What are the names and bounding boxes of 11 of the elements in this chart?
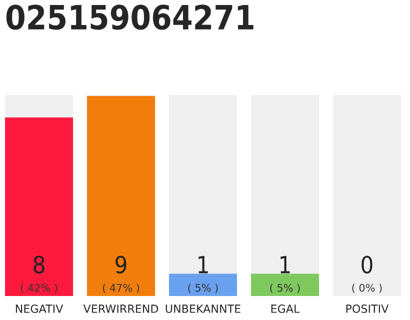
x-tick-label: UNBEKANNTE	[166, 304, 240, 313]
data-label: 8 ( 42% )	[20, 256, 58, 293]
x-tick-label: NEGATIV	[16, 304, 64, 313]
data-label: 1 ( 5% )	[270, 256, 300, 293]
data-label: 0 ( 0% )	[352, 256, 382, 293]
x-tick-label: POSITIV	[346, 304, 389, 313]
x-tick-label: EGAL	[271, 304, 300, 313]
chart-title: 025159064271	[6, 4, 254, 30]
data-label: 1 ( 5% )	[188, 256, 218, 293]
x-tick-label: VERWIRREND	[83, 304, 158, 313]
data-label: 9 ( 47% )	[102, 256, 140, 293]
